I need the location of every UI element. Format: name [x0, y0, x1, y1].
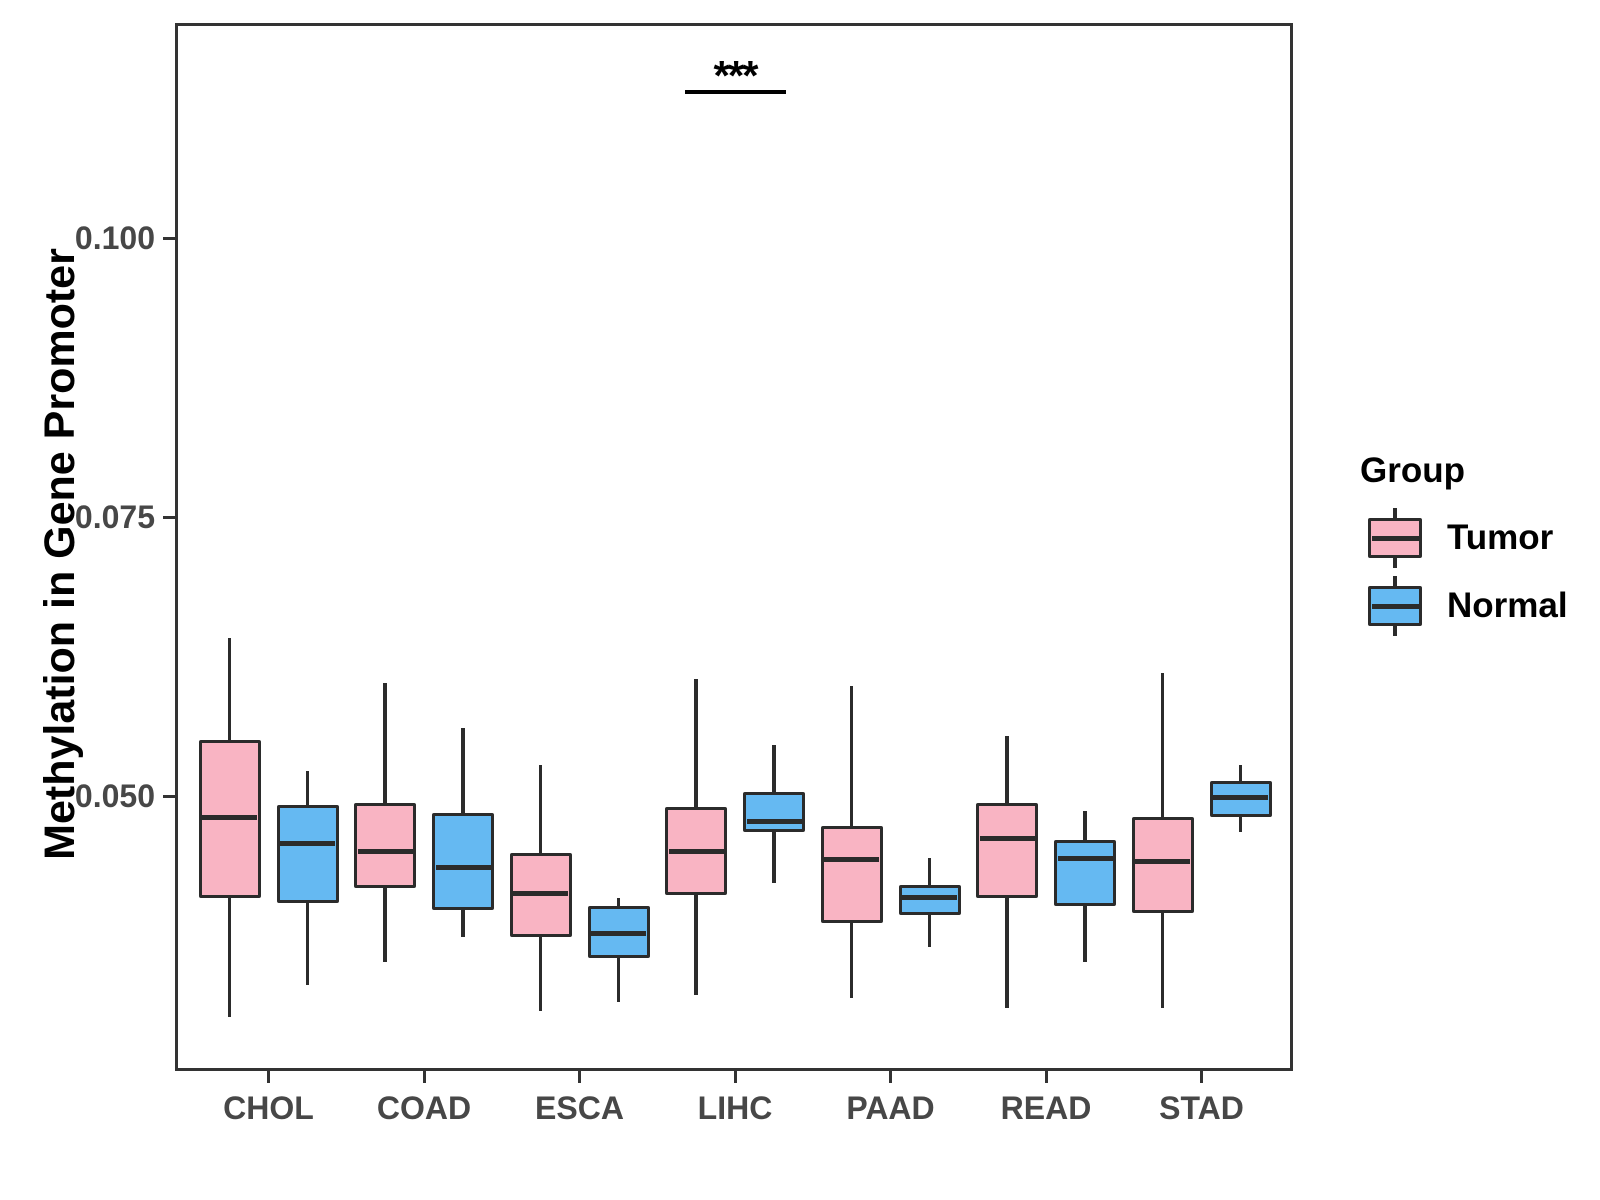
- box-tumor-coad-median: [357, 849, 413, 855]
- legend-title: Group: [1360, 451, 1465, 490]
- legend-label-normal: Normal: [1447, 586, 1568, 625]
- y-tick-label: 0.075: [74, 499, 155, 535]
- box-normal-read-upper-whisker: [1083, 810, 1087, 840]
- plot-panel: [175, 23, 1293, 1071]
- box-normal-chol-upper-whisker: [305, 771, 310, 805]
- box-normal-stad-upper-whisker: [1238, 764, 1243, 782]
- box-tumor-stad-upper-whisker: [1160, 673, 1165, 818]
- box-normal-stad-lower-whisker: [1238, 817, 1243, 832]
- box-tumor-coad-upper-whisker: [383, 683, 387, 803]
- box-normal-stad-median: [1213, 794, 1268, 800]
- legend-glyph-normal: [0, 0, 1422, 636]
- legend-glyph-lower-whisker: [1393, 558, 1397, 568]
- box-normal-paad-median: [902, 895, 957, 901]
- x-category-label-esca: ESCA: [535, 1090, 624, 1126]
- x-tick-mark: [267, 1071, 270, 1083]
- box-normal-lihc-upper-whisker: [772, 744, 776, 792]
- x-tick-mark: [733, 1071, 737, 1083]
- box-normal-lihc-lower-whisker: [772, 831, 776, 884]
- box-tumor-paad: [820, 826, 883, 924]
- x-category-label-lihc: LIHC: [697, 1090, 773, 1126]
- box-tumor-stad-lower-whisker: [1160, 913, 1165, 1009]
- box-tumor-esca-lower-whisker: [538, 936, 543, 1012]
- box-normal-read: [1054, 839, 1116, 907]
- box-tumor-esca-upper-whisker: [538, 764, 543, 853]
- box-normal-esca-median: [591, 930, 646, 936]
- x-category-label-read: READ: [1000, 1090, 1092, 1126]
- x-category-label-coad: COAD: [376, 1090, 472, 1126]
- x-category-label-chol: CHOL: [223, 1090, 314, 1126]
- box-tumor-chol-median: [202, 814, 257, 820]
- legend-label-tumor: Tumor: [1447, 518, 1554, 557]
- box-normal-lihc: [743, 791, 805, 832]
- x-tick-mark: [889, 1071, 892, 1083]
- box-normal-coad-median: [435, 864, 491, 870]
- box-tumor-coad-lower-whisker: [383, 887, 387, 963]
- y-tick-mark: [163, 515, 175, 519]
- y-tick-mark: [163, 794, 175, 798]
- box-normal-coad-lower-whisker: [461, 909, 465, 937]
- legend-glyph-median: [1371, 603, 1419, 609]
- box-tumor-chol-lower-whisker: [227, 897, 232, 1017]
- legend-glyph-lower-whisker: [1393, 626, 1397, 636]
- box-tumor-lihc-lower-whisker: [694, 895, 698, 995]
- y-tick-label: 0.050: [74, 778, 155, 814]
- box-tumor-paad-median: [824, 857, 879, 863]
- box-normal-coad-upper-whisker: [461, 727, 465, 813]
- x-category-label-paad: PAAD: [846, 1090, 935, 1126]
- significance-bar: [685, 89, 786, 94]
- box-tumor-read: [976, 802, 1038, 898]
- x-tick-mark: [578, 1071, 581, 1083]
- x-category-label-stad: STAD: [1159, 1090, 1244, 1126]
- box-normal-read-median: [1057, 855, 1113, 861]
- box-normal-lihc-median: [746, 819, 802, 825]
- box-normal-paad-upper-whisker: [927, 858, 932, 886]
- box-tumor-read-lower-whisker: [1005, 897, 1009, 1009]
- legend-glyph-upper-whisker: [1393, 508, 1397, 518]
- box-normal-esca-upper-whisker: [616, 897, 621, 907]
- box-tumor-paad-upper-whisker: [849, 685, 854, 827]
- box-normal-read-lower-whisker: [1083, 906, 1087, 963]
- box-tumor-read-median: [979, 835, 1035, 841]
- x-tick-mark: [1044, 1071, 1048, 1083]
- box-normal-chol: [276, 804, 339, 904]
- legend-glyph-median: [1371, 535, 1419, 541]
- x-tick-mark: [1200, 1071, 1203, 1083]
- y-tick-label: 0.100: [74, 220, 155, 256]
- box-tumor-lihc-median: [668, 849, 724, 855]
- box-tumor-coad: [354, 802, 416, 888]
- box-tumor-chol-upper-whisker: [227, 637, 232, 741]
- box-tumor-lihc-upper-whisker: [694, 678, 698, 808]
- x-tick-mark: [422, 1071, 426, 1083]
- significance-stars: ***: [713, 51, 758, 99]
- box-normal-chol-lower-whisker: [305, 903, 310, 985]
- box-tumor-paad-lower-whisker: [849, 923, 854, 998]
- legend-glyph-tumor: [0, 0, 1422, 568]
- box-tumor-read-upper-whisker: [1005, 735, 1009, 803]
- box-normal-paad-lower-whisker: [927, 915, 932, 947]
- legend-glyph-upper-whisker: [1393, 576, 1397, 586]
- y-tick-mark: [163, 236, 175, 240]
- box-tumor-esca-median: [513, 890, 568, 896]
- box-tumor-stad: [1131, 817, 1194, 914]
- box-normal-chol-median: [280, 841, 335, 847]
- box-tumor-stad-median: [1135, 859, 1190, 865]
- box-normal-esca-lower-whisker: [616, 957, 621, 1003]
- box-normal-paad: [898, 885, 961, 916]
- box-normal-coad: [432, 812, 494, 910]
